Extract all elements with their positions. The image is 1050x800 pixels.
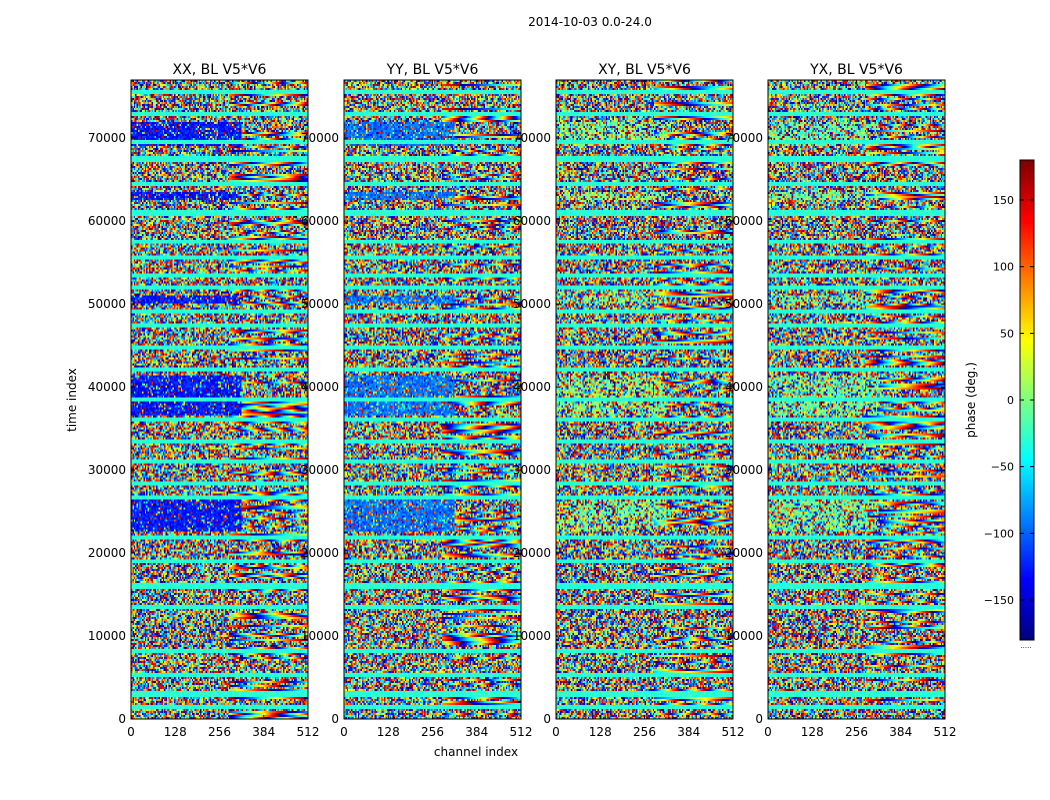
figure-suptitle: 2014-10-03 0.0-24.0 [528,15,652,29]
y-tick-label: 60000 [725,214,763,228]
y-tick-label: 20000 [513,546,551,560]
x-tick-label: 128 [377,725,400,739]
y-tick-label: 60000 [88,214,126,228]
panel-heatmap [131,80,308,719]
x-tick-label: 384 [252,725,275,739]
y-tick-label: 30000 [725,463,763,477]
x-tick-label: 256 [633,725,656,739]
y-tick-label: 0 [118,712,126,726]
y-tick-label: 40000 [725,380,763,394]
x-tick-label: 384 [465,725,488,739]
colorbar-tick-label: 0 [1007,394,1014,407]
x-tick-label: 512 [934,725,957,739]
y-tick-label: 30000 [513,463,551,477]
y-tick-label: 40000 [301,380,339,394]
colorbar-footnote: ..... [1020,642,1031,650]
y-tick-label: 50000 [725,297,763,311]
y-tick-label: 20000 [301,546,339,560]
x-tick-label: 0 [340,725,348,739]
y-tick-label: 20000 [725,546,763,560]
x-tick-label: 0 [127,725,135,739]
x-tick-label: 0 [764,725,772,739]
y-tick-label: 10000 [88,629,126,643]
colorbar-tick-label: 50 [1000,327,1014,340]
panel-3: XY, BL V5*V6 0 128 256 384 512 0 10000 20000 3000… [513,62,745,739]
panel-title: YX, BL V5*V6 [809,62,903,78]
y-tick-label: 40000 [513,380,551,394]
x-tick-label: 512 [510,725,533,739]
x-tick-label: 128 [164,725,187,739]
y-tick-label: 50000 [88,297,126,311]
x-tick-label: 128 [801,725,824,739]
panel-title: XY, BL V5*V6 [598,62,691,78]
y-tick-label: 70000 [88,131,126,145]
y-axis-label: time index [65,368,79,432]
y-tick-label: 60000 [301,214,339,228]
colorbar-tick-label: −50 [991,461,1014,474]
x-tick-label: 512 [297,725,320,739]
y-tick-label: 10000 [301,629,339,643]
x-tick-label: 384 [677,725,700,739]
y-tick-label: 70000 [513,131,551,145]
panel-title: YY, BL V5*V6 [386,62,479,78]
y-tick-label: 30000 [301,463,339,477]
x-tick-label: 128 [589,725,612,739]
panels: XX, BL V5*V6 0 128 256 384 512 0 10000 20000 3000… [88,62,957,739]
y-tick-label: 0 [543,712,551,726]
panel-4: YX, BL V5*V6 0 128 256 384 512 0 10000 20000 3000… [725,62,957,739]
x-axis-label: channel index [434,745,518,759]
colorbar-tick-label: −150 [984,594,1014,607]
panel-2: YY, BL V5*V6 0 128 256 384 512 0 10000 20000 3000… [301,62,533,739]
colorbar: −150 −100 −50 0 50 100 150 phase (deg.) ..... [964,159,1035,650]
y-tick-label: 0 [331,712,339,726]
panel-heatmap [556,80,733,719]
colorbar-gradient [1020,160,1034,640]
x-tick-label: 256 [421,725,444,739]
y-tick-label: 50000 [513,297,551,311]
y-tick-label: 30000 [88,463,126,477]
colorbar-label: phase (deg.) [964,362,978,438]
x-tick-label: 0 [552,725,560,739]
y-tick-label: 70000 [301,131,339,145]
colorbar-tick-label: 100 [993,261,1014,274]
y-tick-label: 70000 [725,131,763,145]
panel-heatmap [768,80,945,719]
x-tick-label: 512 [722,725,745,739]
y-tick-label: 10000 [513,629,551,643]
y-tick-label: 20000 [88,546,126,560]
x-tick-label: 256 [845,725,868,739]
y-tick-label: 10000 [725,629,763,643]
colorbar-tick-label: −100 [984,527,1014,540]
panel-1: XX, BL V5*V6 0 128 256 384 512 0 10000 20000 3000… [88,62,320,739]
y-tick-label: 40000 [88,380,126,394]
panel-title: XX, BL V5*V6 [173,62,267,78]
colorbar-tick-label: 150 [993,194,1014,207]
x-tick-label: 256 [208,725,231,739]
y-tick-label: 60000 [513,214,551,228]
panel-heatmap [344,80,521,719]
colorbar-ticks: −150 −100 −50 0 50 100 150 [984,194,1034,607]
x-tick-label: 384 [889,725,912,739]
y-tick-label: 50000 [301,297,339,311]
y-tick-label: 0 [755,712,763,726]
